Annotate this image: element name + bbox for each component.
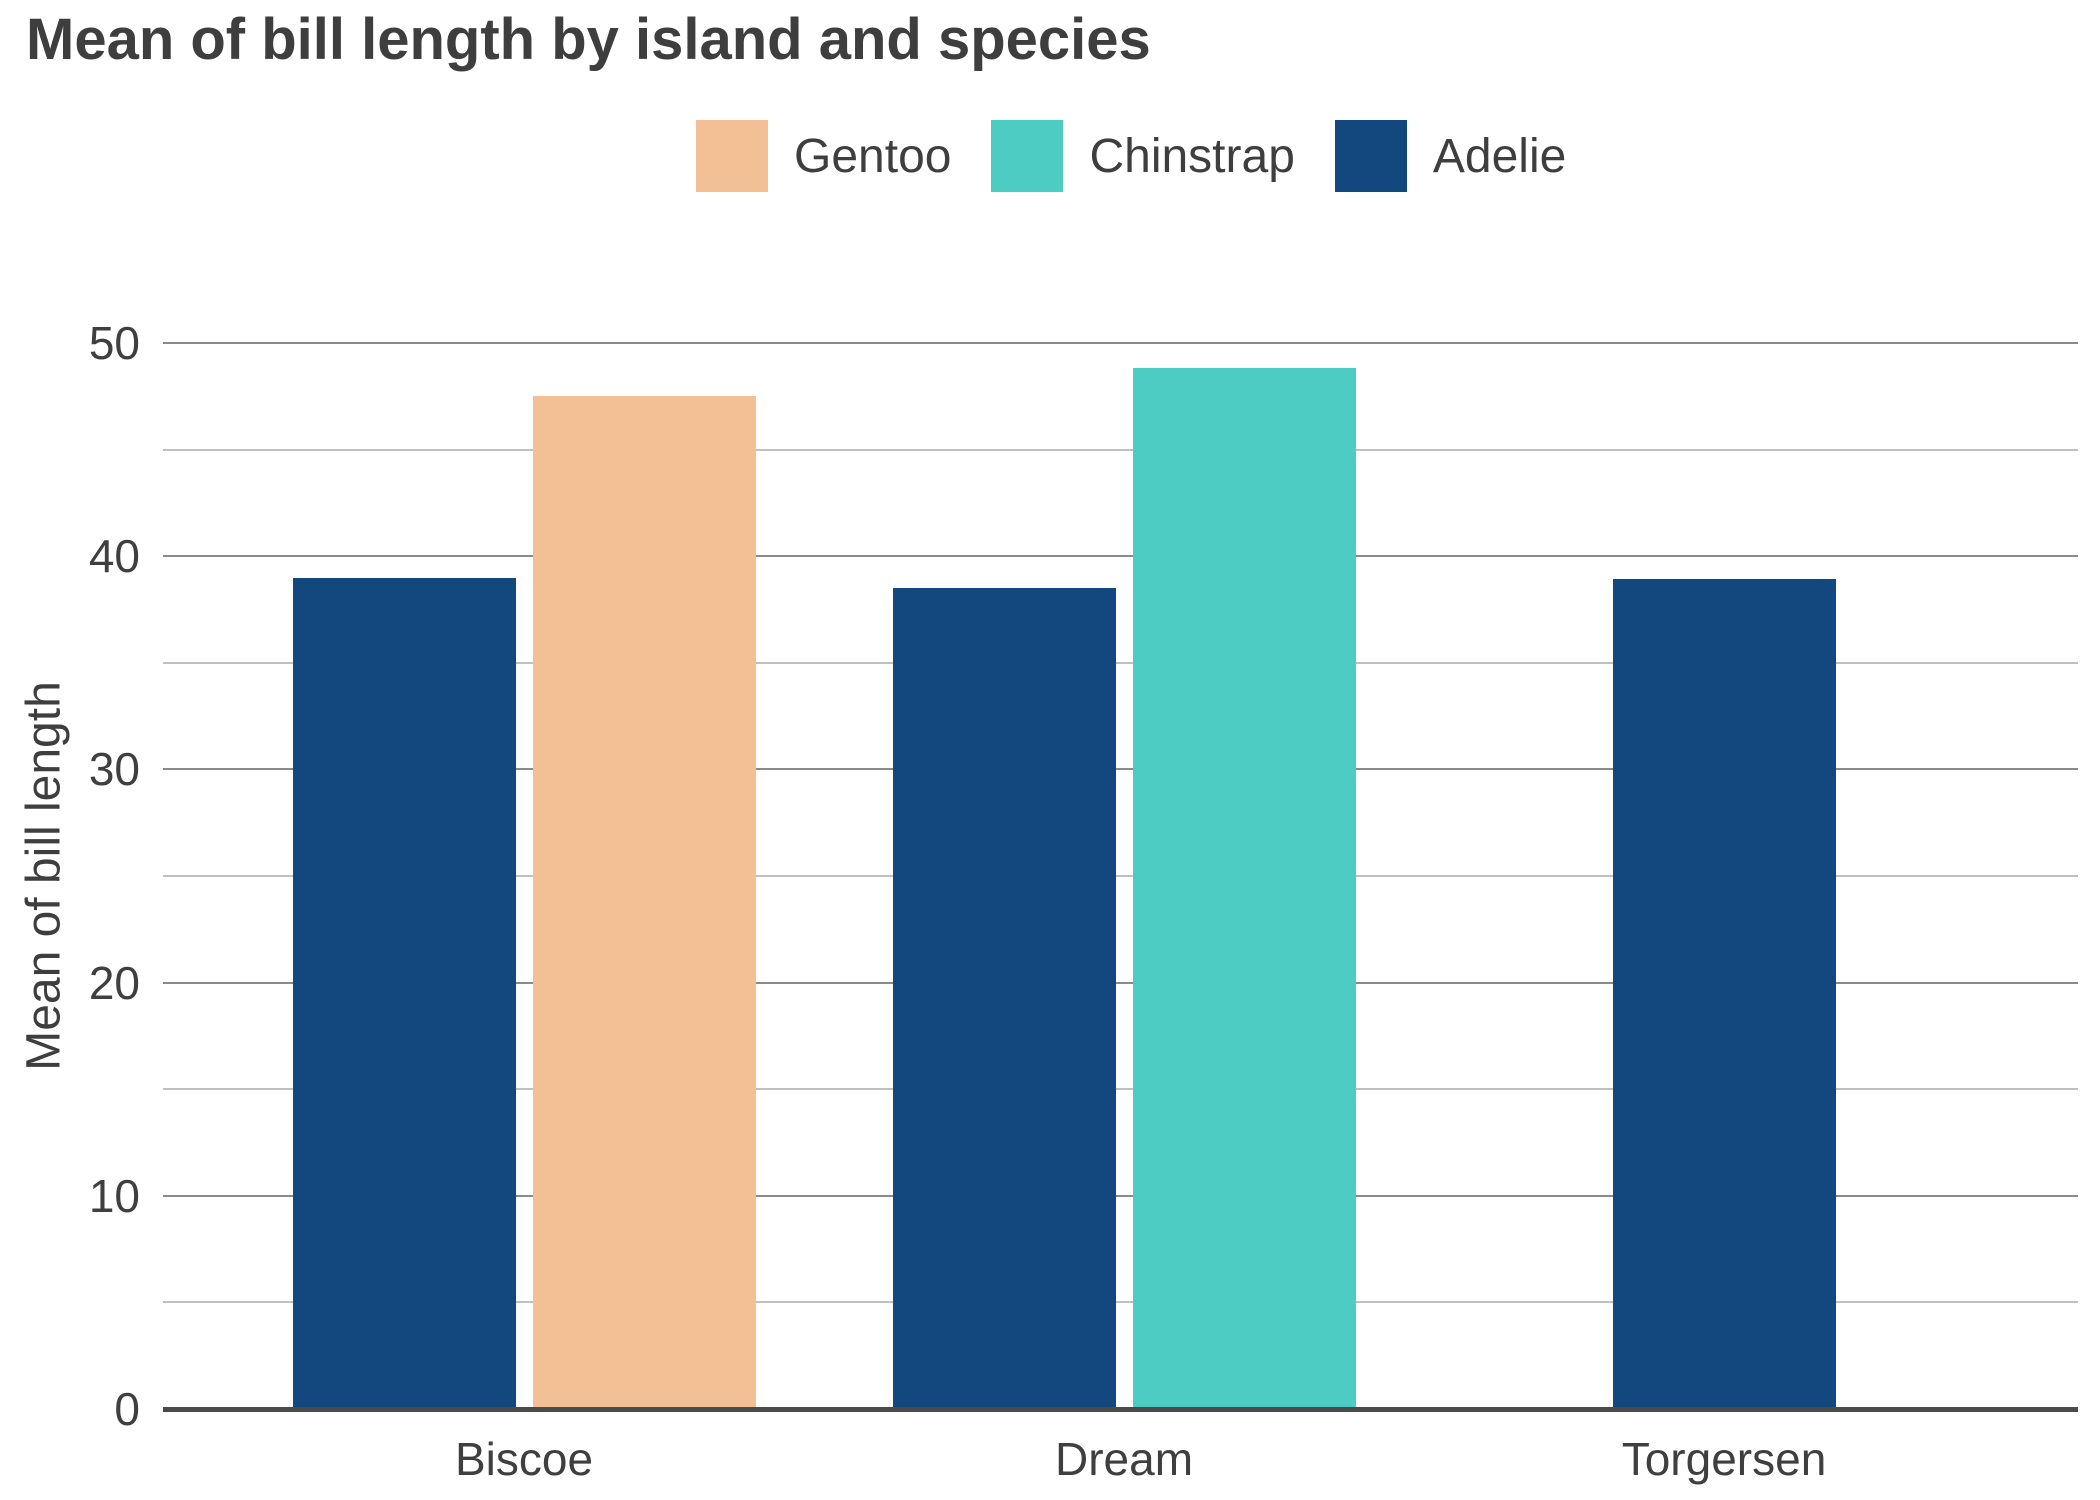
legend-label-gentoo: Gentoo	[794, 129, 952, 183]
x-tick-label-biscoe: Biscoe	[454, 1433, 594, 1485]
bar-biscoe-gentoo	[532, 396, 756, 1409]
minor-gridline-5	[163, 1301, 2078, 1304]
y-tick-label-0: 0	[114, 1383, 140, 1435]
legend-swatch-gentoo	[696, 120, 768, 192]
legend-item-adelie: Adelie	[1334, 120, 1567, 192]
x-axis-line	[163, 1407, 2078, 1412]
y-tick-label-40: 40	[88, 530, 140, 583]
major-gridline-50	[163, 342, 2078, 344]
y-axis-title: Mean of bill length	[17, 681, 71, 1071]
chart-title: Mean of bill length by island and specie…	[26, 7, 1151, 72]
minor-gridline-25	[163, 875, 2078, 877]
minor-gridline-15	[163, 1088, 2078, 1091]
legend-label-adelie: Adelie	[1432, 129, 1567, 183]
major-gridline-30	[163, 768, 2078, 771]
legend-swatch-adelie	[1334, 120, 1407, 192]
major-gridline-20	[163, 981, 2078, 984]
bar-dream-chinstrap	[1132, 367, 1356, 1409]
major-gridline-10	[163, 1194, 2078, 1197]
major-gridline-40	[163, 555, 2078, 558]
legend-swatch-chinstrap	[991, 120, 1064, 192]
bar-dream-adelie	[892, 588, 1116, 1409]
legend-item-chinstrap: Chinstrap	[991, 120, 1295, 192]
legend-label-chinstrap: Chinstrap	[1089, 129, 1295, 183]
minor-gridline-35	[163, 661, 2078, 664]
x-tick-label-torgersen: Torgersen	[1621, 1433, 1827, 1485]
x-tick-label-dream: Dream	[1054, 1433, 1194, 1485]
y-tick-label-20: 20	[88, 956, 140, 1009]
bar-biscoe-adelie	[292, 577, 516, 1409]
legend: Gentoo Chinstrap Adelie	[696, 120, 1566, 192]
bar-torgersen-adelie	[1612, 578, 1836, 1409]
legend-item-gentoo: Gentoo	[696, 120, 951, 192]
minor-gridline-45	[163, 448, 2078, 451]
y-tick-label-50: 50	[88, 317, 140, 369]
y-tick-label-10: 10	[88, 1169, 140, 1222]
y-tick-label-30: 30	[88, 743, 140, 796]
